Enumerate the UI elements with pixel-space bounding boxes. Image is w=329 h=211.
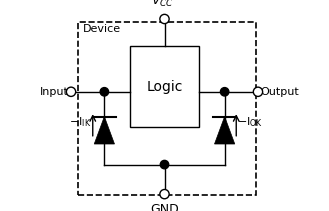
Polygon shape: [215, 116, 235, 144]
Circle shape: [220, 88, 229, 96]
Circle shape: [160, 14, 169, 24]
Text: Output: Output: [260, 87, 299, 97]
Circle shape: [160, 189, 169, 199]
Circle shape: [100, 88, 109, 96]
Bar: [130, 46, 199, 127]
Text: GND: GND: [150, 203, 179, 211]
Text: Device: Device: [83, 24, 121, 34]
Circle shape: [160, 160, 169, 169]
Text: Logic: Logic: [146, 80, 183, 93]
Polygon shape: [94, 116, 114, 144]
Text: $V_{CC}$: $V_{CC}$: [151, 0, 174, 9]
Circle shape: [66, 87, 76, 96]
Text: Input: Input: [40, 87, 69, 97]
Circle shape: [253, 87, 263, 96]
Text: $\mathregular{-I_{IK}}$: $\mathregular{-I_{IK}}$: [69, 115, 92, 129]
Text: $\mathregular{-I_{OK}}$: $\mathregular{-I_{OK}}$: [237, 115, 263, 129]
